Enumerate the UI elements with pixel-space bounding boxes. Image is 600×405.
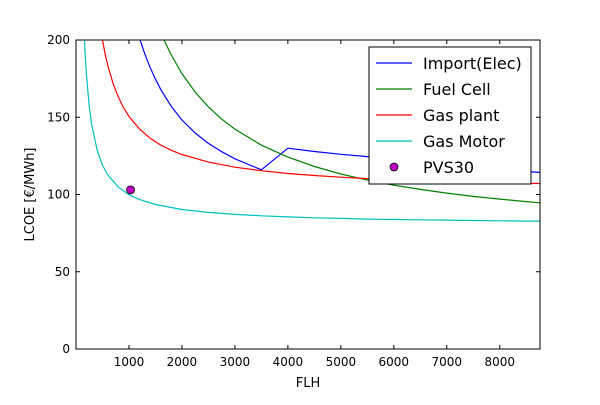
data-point-pvs30	[126, 185, 135, 195]
y-tick-label: 100	[47, 188, 70, 202]
y-tick-label: 50	[55, 265, 70, 279]
x-tick-label: 3000	[220, 355, 251, 369]
y-tick-label: 150	[47, 110, 70, 124]
y-tick-label: 200	[47, 33, 70, 47]
legend-label-pvs30: PVS30	[423, 158, 474, 177]
legend-label-gas-motor: Gas Motor	[423, 132, 505, 151]
legend-label-fuel-cell: Fuel Cell	[423, 80, 491, 99]
x-axis-ticks: 1000 2000 3000 4000 5000 6000 7000 8000	[114, 40, 515, 369]
legend: Import(Elec) Fuel Cell Gas plant Gas Motor P…	[368, 46, 532, 185]
x-tick-label: 7000	[432, 355, 463, 369]
x-tick-label: 5000	[326, 355, 357, 369]
x-tick-label: 2000	[167, 355, 198, 369]
legend-swatch-pvs30	[389, 162, 399, 172]
x-tick-label: 1000	[114, 355, 145, 369]
marker-layer	[126, 185, 135, 195]
y-tick-label: 0	[62, 342, 70, 356]
x-tick-label: 4000	[273, 355, 304, 369]
x-axis-label: FLH	[296, 376, 321, 391]
x-tick-label: 6000	[379, 355, 410, 369]
series-line-fuel-cell	[163, 40, 540, 204]
series-line-gas-motor	[83, 40, 540, 222]
legend-label-import-elec: Import(Elec)	[423, 54, 522, 73]
y-axis-ticks: 0 50 100 150 200	[47, 33, 540, 356]
y-axis-label: LCOE [€/MWh]	[23, 147, 38, 241]
legend-label-gas-plant: Gas plant	[423, 106, 499, 125]
x-tick-label: 8000	[484, 355, 515, 369]
